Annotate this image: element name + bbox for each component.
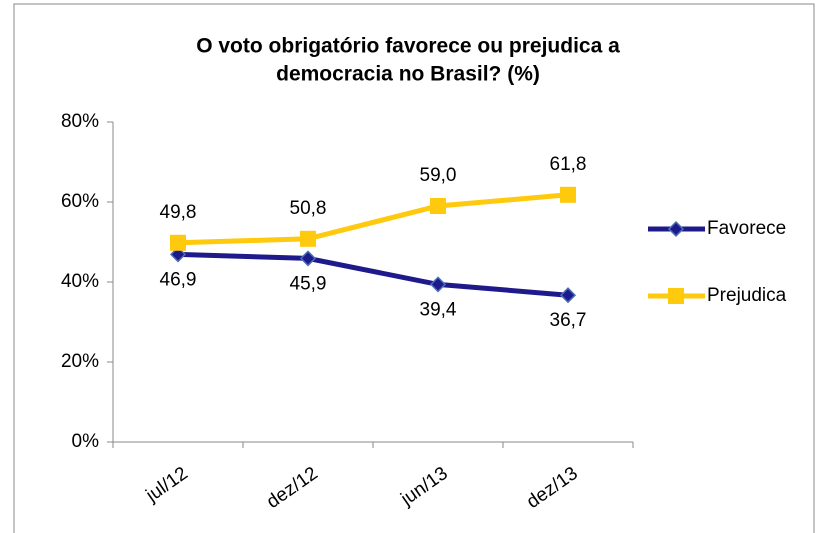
data-label: 59,0 bbox=[420, 165, 457, 186]
data-point bbox=[300, 230, 316, 247]
data-point bbox=[170, 234, 186, 251]
data-label: 46,9 bbox=[160, 269, 197, 290]
data-label: 39,4 bbox=[420, 299, 457, 320]
chart-title: O voto obrigatório favorece ou prejudica… bbox=[196, 35, 620, 58]
chart-title: democracia no Brasil? (%) bbox=[276, 63, 540, 86]
y-tick-label: 60% bbox=[61, 191, 99, 212]
data-point bbox=[560, 186, 576, 203]
data-label: 45,9 bbox=[290, 273, 327, 294]
legend-label: Prejudica bbox=[707, 285, 787, 306]
data-point bbox=[169, 246, 187, 263]
data-point bbox=[430, 198, 446, 214]
legend-marker bbox=[668, 288, 684, 304]
y-tick-label: 80% bbox=[61, 111, 99, 132]
series-line bbox=[177, 251, 569, 298]
legend-label: Favorece bbox=[707, 218, 786, 239]
data-point bbox=[429, 276, 447, 293]
legend-marker bbox=[667, 220, 685, 238]
chart-border bbox=[13, 3, 815, 533]
data-label: 61,8 bbox=[550, 154, 587, 175]
y-tick-label: 20% bbox=[61, 351, 99, 372]
y-tick-label: 40% bbox=[61, 271, 99, 292]
data-label: 50,8 bbox=[290, 198, 327, 219]
data-label: 36,7 bbox=[550, 310, 587, 331]
data-point bbox=[299, 250, 317, 267]
y-tick-label: 0% bbox=[72, 431, 100, 452]
data-point bbox=[559, 287, 577, 304]
data-label: 49,8 bbox=[160, 202, 197, 223]
series-line bbox=[177, 192, 569, 246]
